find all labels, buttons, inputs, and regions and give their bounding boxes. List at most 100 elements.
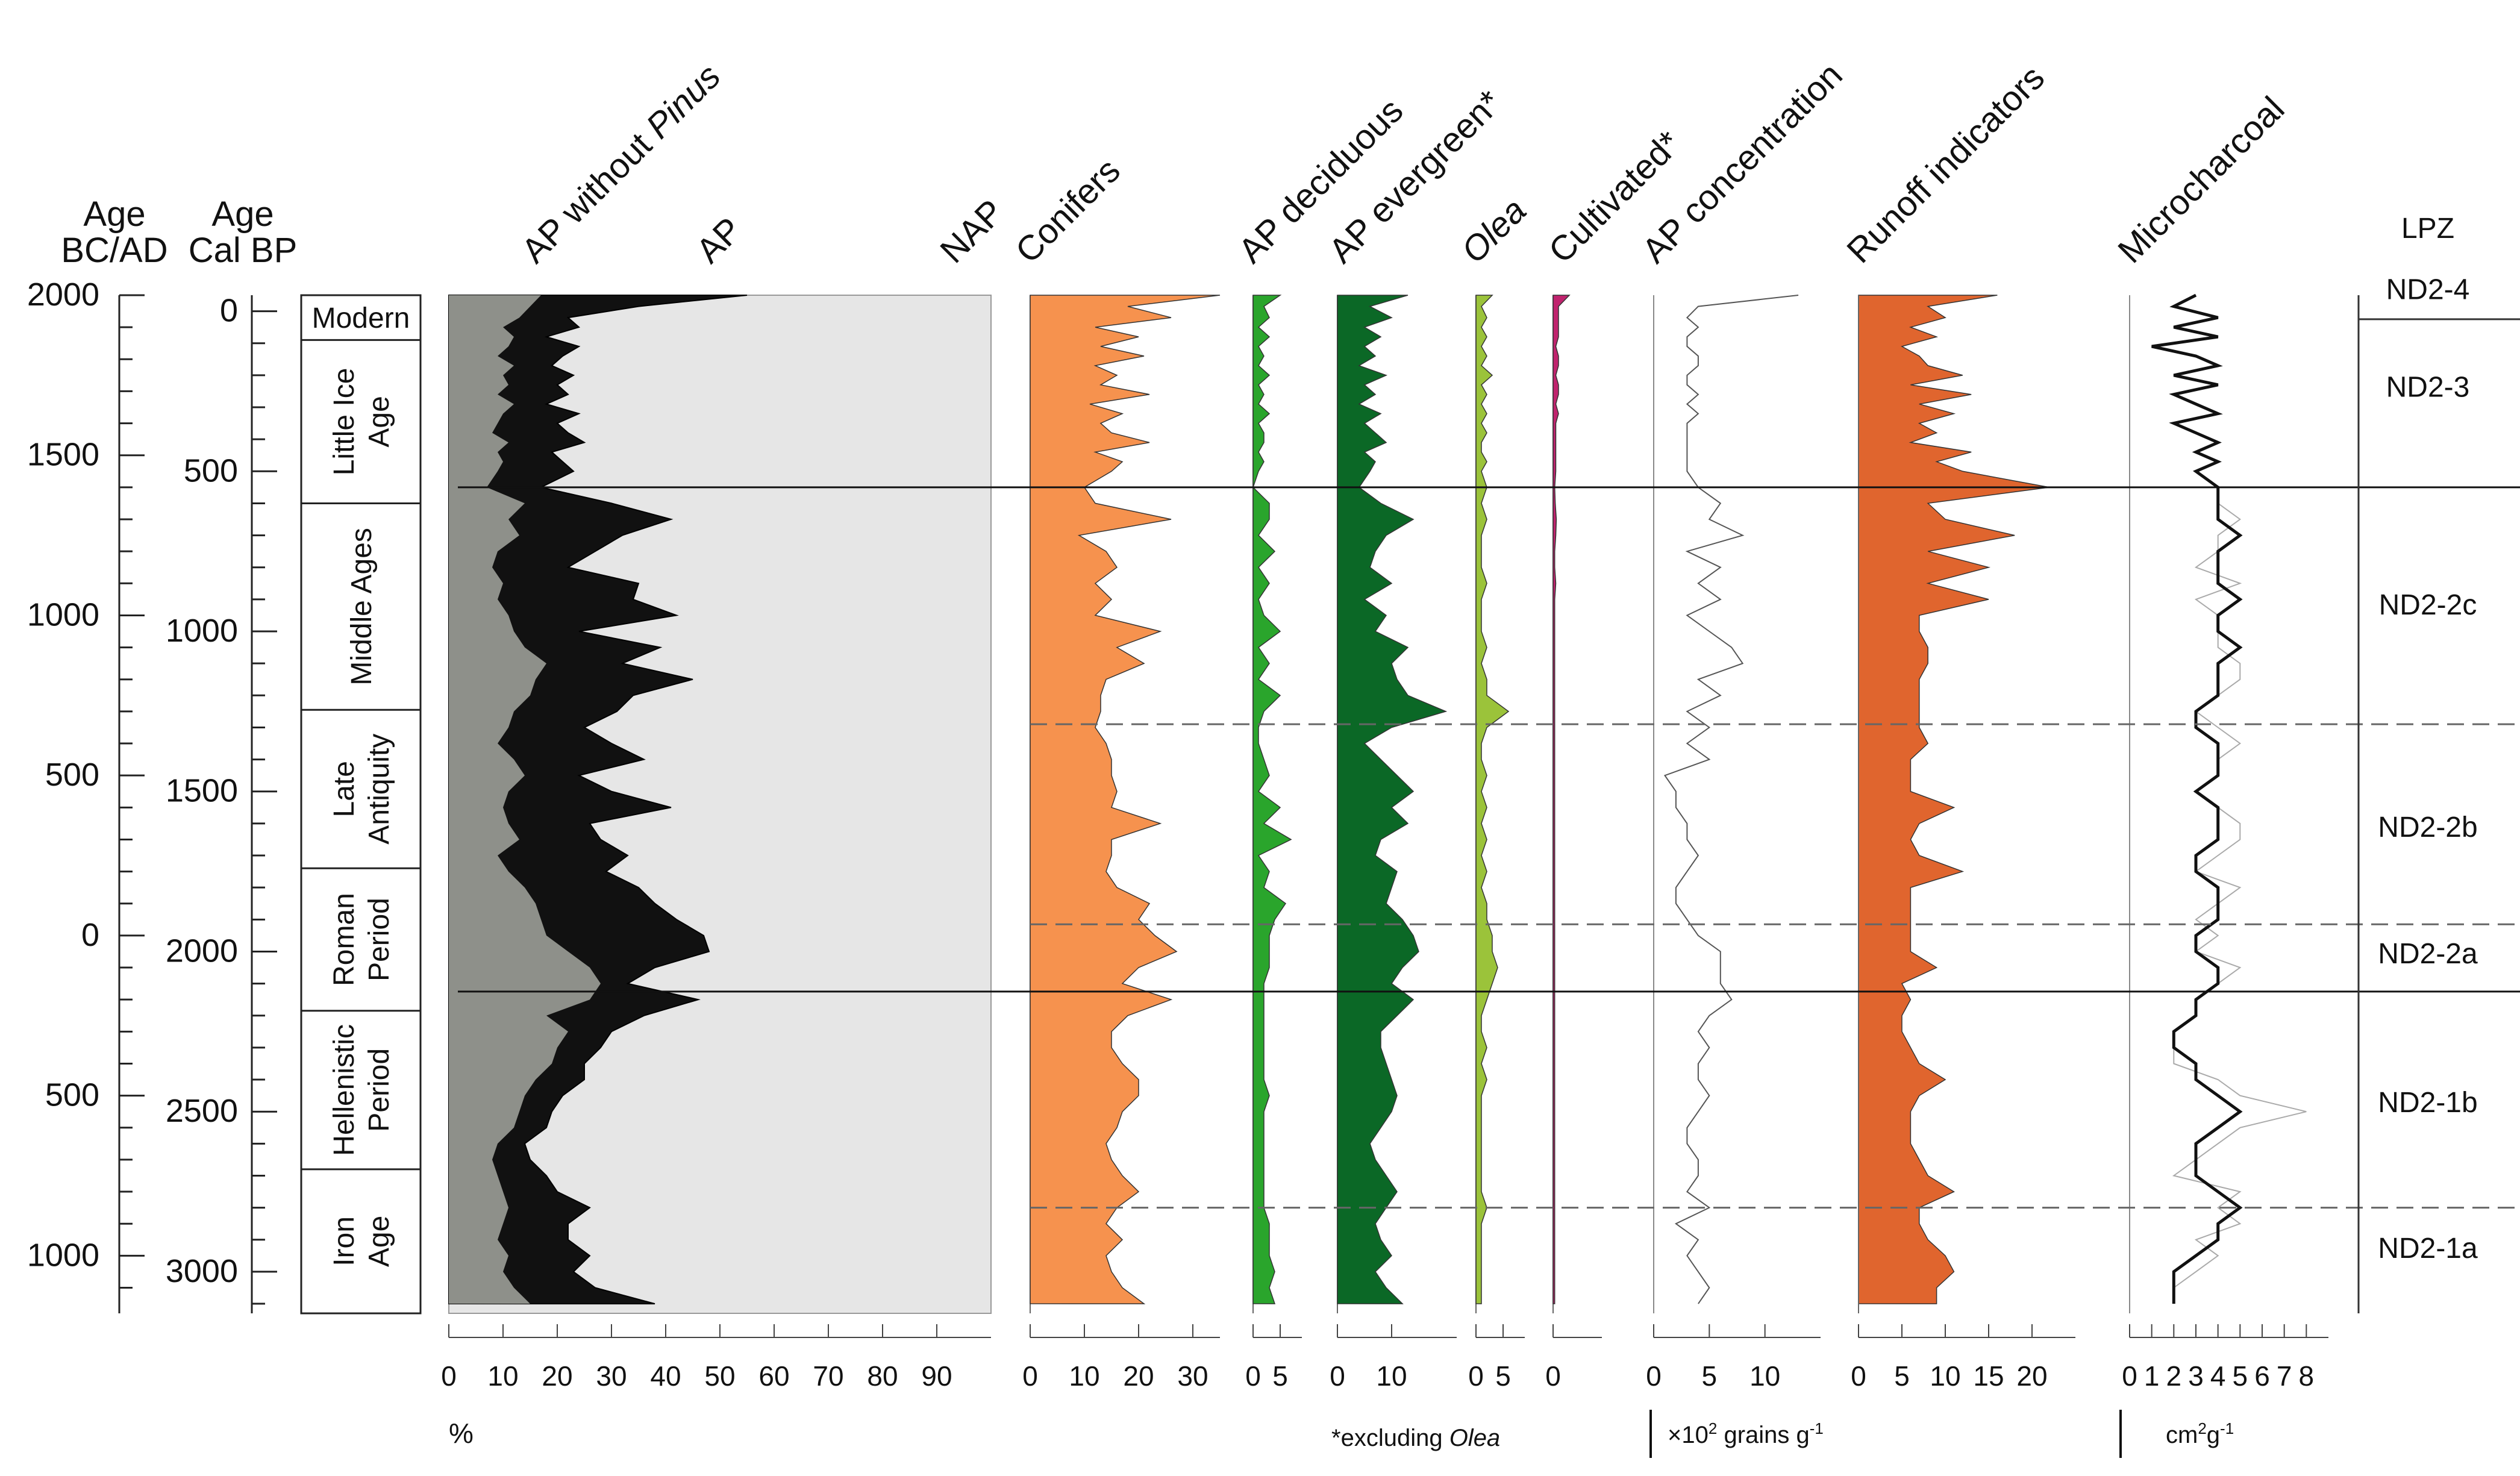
microcharcoal-x-tick-label: 1 bbox=[2144, 1360, 2160, 1392]
percent-pollen-x-tick-label: 60 bbox=[758, 1360, 789, 1392]
microcharcoal-x-tick-label: 4 bbox=[2210, 1360, 2226, 1392]
conifers-header: Conifers bbox=[1008, 151, 1128, 271]
bc-ad-title-1: Age bbox=[83, 195, 145, 234]
cal-bp-tick-label: 3000 bbox=[166, 1253, 238, 1289]
cal-bp-title-2: Cal BP bbox=[189, 231, 298, 270]
series-x-tick-label: 20 bbox=[1123, 1360, 1154, 1392]
microcharcoal-x-tick-label: 0 bbox=[2122, 1360, 2137, 1392]
concentration-x-tick-label: 0 bbox=[1646, 1360, 1662, 1392]
period-label: Late bbox=[328, 761, 360, 817]
percent-pollen-x-tick-label: 20 bbox=[542, 1360, 572, 1392]
runoff-x-tick-label: 15 bbox=[1973, 1360, 2004, 1392]
period-label: Modern bbox=[312, 302, 410, 334]
microcharcoal-x-tick-label: 3 bbox=[2188, 1360, 2204, 1392]
cal-bp-title-1: Age bbox=[211, 195, 274, 234]
period-label: Antiquity bbox=[363, 734, 395, 845]
period-label: Iron bbox=[328, 1216, 360, 1266]
ap-concentration-line bbox=[1663, 295, 1799, 1304]
bc-ad-tick-label: 1000 bbox=[27, 1237, 99, 1273]
microcharcoal-line bbox=[2151, 293, 2243, 1304]
period-label-group: Iron Age bbox=[328, 1216, 395, 1267]
series-area bbox=[1475, 295, 1510, 1304]
percent-pollen-x-tick-label: 0 bbox=[441, 1360, 457, 1392]
bc-ad-tick-label: 0 bbox=[81, 917, 99, 953]
ap-without-pinus-area bbox=[449, 295, 601, 1304]
period-label: Period bbox=[363, 898, 395, 981]
microcharcoal-x-tick-label: 7 bbox=[2277, 1360, 2292, 1392]
cal-bp-tick-label: 0 bbox=[220, 293, 238, 329]
period-label-group: Hellenistic Period bbox=[328, 1024, 395, 1156]
series-x-tick-label: 0 bbox=[1330, 1360, 1345, 1392]
bc-ad-tick-label: 500 bbox=[45, 757, 99, 793]
bc-ad-tick-label: 1000 bbox=[27, 596, 99, 633]
period-label-group: Roman Period bbox=[328, 893, 395, 986]
runoff-x-tick-label: 20 bbox=[2016, 1360, 2047, 1392]
lpz-title: LPZ bbox=[2401, 213, 2454, 245]
microcharcoal-header: Microcharcoal bbox=[2110, 89, 2292, 270]
period-label-group: Little Ice Age bbox=[328, 368, 395, 476]
percent-pollen-x-tick-label: 10 bbox=[487, 1360, 518, 1392]
microcharcoal-x-tick-label: 2 bbox=[2166, 1360, 2182, 1392]
series-x-tick-label: 0 bbox=[1545, 1360, 1561, 1392]
lpz-zone-label: ND2-2c bbox=[2379, 589, 2477, 621]
microcharcoal-x-tick-label: 8 bbox=[2299, 1360, 2315, 1392]
zone-boundaries bbox=[458, 486, 2520, 1209]
lpz-zone-label: ND2-3 bbox=[2386, 371, 2470, 403]
percent-unit-label: % bbox=[449, 1418, 474, 1449]
percent-pollen-x-tick-label: 30 bbox=[596, 1360, 627, 1392]
bc-ad-tick-label: 500 bbox=[45, 1077, 99, 1113]
period-label: Age bbox=[363, 1216, 395, 1267]
bc-ad-tick-label: 1500 bbox=[27, 437, 99, 473]
series-x-tick-label: 5 bbox=[1272, 1360, 1288, 1392]
period-label: Roman bbox=[328, 893, 360, 986]
microcharcoal-x-tick-label: 6 bbox=[2254, 1360, 2270, 1392]
nap-header: NAP bbox=[933, 192, 1011, 270]
microcharcoal-raw-line bbox=[2151, 295, 2307, 1304]
series-x-tick-label: 10 bbox=[1069, 1360, 1099, 1392]
period-label: Middle Ages bbox=[346, 528, 378, 686]
period-label-group: Middle Ages bbox=[346, 528, 378, 686]
ap-header: AP bbox=[689, 210, 749, 271]
cal-bp-tick-label: 2000 bbox=[166, 933, 238, 969]
series-x-tick-label: 0 bbox=[1245, 1360, 1261, 1392]
microcharcoal-x-tick-label: 5 bbox=[2233, 1360, 2248, 1392]
period-label-group: Late Antiquity bbox=[328, 734, 395, 845]
bc-ad-tick-label: 2000 bbox=[27, 277, 99, 313]
lpz-zone-label: ND2-4 bbox=[2386, 274, 2470, 305]
percent-pollen-x-tick-label: 80 bbox=[867, 1360, 898, 1392]
runoff-x-tick-label: 10 bbox=[1930, 1360, 1960, 1392]
series-area bbox=[1252, 295, 1292, 1304]
percent-pollen-x-tick-label: 50 bbox=[704, 1360, 735, 1392]
periods-frame bbox=[300, 294, 422, 1315]
cal-bp-tick-label: 1000 bbox=[166, 613, 238, 649]
percent-pollen-x-tick-label: 70 bbox=[813, 1360, 843, 1392]
series-x-tick-label: 10 bbox=[1376, 1360, 1407, 1392]
period-label: Age bbox=[363, 396, 395, 447]
period-label: Hellenistic bbox=[328, 1024, 360, 1156]
excluding-olea-footnote: *excluding Olea bbox=[1331, 1425, 1500, 1451]
concentration-x-tick-label: 10 bbox=[1749, 1360, 1780, 1392]
runoff-x-tick-label: 0 bbox=[1851, 1360, 1866, 1392]
cal-bp-tick-label: 500 bbox=[184, 452, 238, 489]
lpz-zone-label: ND2-2b bbox=[2378, 811, 2477, 843]
period-label: Period bbox=[363, 1048, 395, 1132]
footnotes: *excluding Olea bbox=[1331, 1425, 1500, 1451]
lpz-zone-label: ND2-1b bbox=[2378, 1087, 2477, 1119]
series-x-tick-label: 5 bbox=[1495, 1360, 1511, 1392]
runoff-header: Runoff indicators bbox=[1839, 58, 2052, 270]
bc-ad-title-2: BC/AD bbox=[61, 231, 167, 270]
series-area bbox=[1337, 295, 1448, 1304]
lpz-zone-label: ND2-2a bbox=[2378, 938, 2478, 970]
olea-header: Olea bbox=[1454, 191, 1534, 271]
series-x-tick-label: 30 bbox=[1177, 1360, 1208, 1392]
microcharcoal-unit-label: cm2g-1 bbox=[2166, 1419, 2234, 1448]
percent-pollen-x-tick-label: 40 bbox=[650, 1360, 681, 1392]
period-label: Little Ice bbox=[328, 368, 360, 476]
series-x-tick-label: 0 bbox=[1468, 1360, 1484, 1392]
runoff-area bbox=[1858, 295, 2049, 1304]
cal-bp-tick-label: 1500 bbox=[166, 773, 238, 809]
